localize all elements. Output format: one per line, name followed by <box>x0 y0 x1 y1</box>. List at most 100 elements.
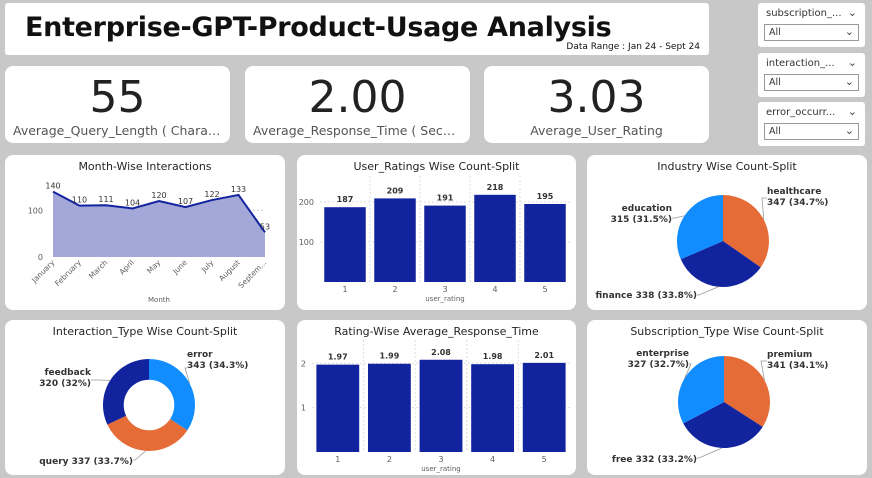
chart-rating-response-time: Rating-Wise Average_Response_Time 1 2 1.97… <box>297 320 576 475</box>
slice-value-label: 327 (32.7%) <box>628 360 689 370</box>
x-tick-label: Septem... <box>236 258 268 290</box>
chevron-down-icon[interactable]: ⌄ <box>847 6 857 19</box>
kpi-card-user-rating: 3.03 Average_User_Rating <box>484 66 709 143</box>
y-tick-label: 0 <box>38 253 43 262</box>
bar <box>471 364 515 452</box>
leader-line <box>760 360 767 381</box>
bar <box>324 207 366 282</box>
x-tick-label: 5 <box>542 285 547 294</box>
pie-slice-feedback <box>102 359 149 425</box>
slicer-label: subscription_... <box>766 8 842 19</box>
bar <box>522 362 566 452</box>
chevron-down-icon[interactable]: ⌄ <box>847 105 857 118</box>
slice-name-label: error <box>187 350 213 360</box>
pie-slice-error <box>149 359 195 431</box>
bar <box>474 194 516 282</box>
slice-name-label: healthcare <box>767 187 821 197</box>
slice-value-label: 320 (32%) <box>39 379 91 389</box>
slice-value-label: query 337 (33.7%) <box>39 457 133 467</box>
leader-line <box>697 447 723 459</box>
chart-title: Month-Wise Interactions <box>78 160 212 173</box>
slice-value-label: 341 (34.1%) <box>767 361 828 371</box>
data-label: 104 <box>125 198 140 207</box>
x-tick-label: June <box>170 258 189 277</box>
slice-name-label: premium <box>767 350 812 360</box>
x-tick-label: 1 <box>335 455 340 464</box>
chart-title: User_Ratings Wise Count-Split <box>353 160 520 173</box>
data-label: 133 <box>231 185 246 194</box>
bar <box>374 198 416 282</box>
pie-slice-premium <box>724 356 770 427</box>
slice-name-label: feedback <box>45 368 92 378</box>
data-label: 120 <box>151 191 166 200</box>
x-tick-label: 2 <box>387 455 392 464</box>
slicer-value: All <box>769 27 781 38</box>
chevron-down-icon[interactable]: ⌄ <box>844 25 854 38</box>
x-tick-label: February <box>53 258 83 288</box>
pie-slice-query <box>107 415 188 451</box>
kpi-value: 3.03 <box>547 72 646 123</box>
bar <box>316 364 360 452</box>
data-label: 1.98 <box>483 352 503 361</box>
x-tick-label: 3 <box>442 285 447 294</box>
kpi-label: Average_Response_Time ( Seconds ) <box>253 123 470 138</box>
area-line <box>52 190 266 233</box>
x-tick-label: August <box>217 258 242 283</box>
date-range-label: Data Range : Jan 24 - Sept 24 <box>566 42 700 52</box>
slicer-label: error_occurr... <box>766 107 836 118</box>
y-tick-label: 100 <box>299 238 314 247</box>
data-label: 1.99 <box>380 352 400 361</box>
data-label: 2.08 <box>431 348 451 357</box>
leader-line <box>684 363 692 379</box>
x-tick-label: April <box>117 258 135 276</box>
data-label: 122 <box>204 190 219 199</box>
slice-value-label: 315 (31.5%) <box>611 215 672 225</box>
x-axis-label: user_rating <box>425 295 465 303</box>
chart-title: Interaction_Type Wise Count-Split <box>52 325 238 338</box>
x-axis-label: Month <box>148 296 170 304</box>
slicer-error[interactable]: error_occurr... ⌄ All ⌄ <box>758 102 865 146</box>
chevron-down-icon[interactable]: ⌄ <box>844 124 854 137</box>
kpi-card-response-time: 2.00 Average_Response_Time ( Seconds ) <box>245 66 470 143</box>
bar-chart: 1 2 1.97 1 1.99 2 2.08 3 1.98 4 2.01 5 user_rating <box>301 340 570 473</box>
data-label: 209 <box>387 186 404 195</box>
slice-value-label: 347 (34.7%) <box>767 198 828 208</box>
chart-title: Rating-Wise Average_Response_Time <box>334 325 539 338</box>
slice-value-label: finance 338 (33.8%) <box>595 291 697 301</box>
data-label: 218 <box>487 183 504 192</box>
chevron-down-icon[interactable]: ⌄ <box>847 56 857 69</box>
kpi-label: Average_Query_Length ( Character... <box>13 123 230 138</box>
leader-line <box>184 367 190 384</box>
slicer-dropdown[interactable]: All ⌄ <box>764 24 859 41</box>
x-tick-label: 3 <box>438 455 443 464</box>
slice-value-label: free 332 (33.2%) <box>612 455 697 465</box>
pie-slice-healthcare <box>723 195 769 268</box>
leader-line <box>672 215 685 219</box>
slicer-interaction[interactable]: interaction_... ⌄ All ⌄ <box>758 53 865 97</box>
data-label: 2.01 <box>534 351 554 360</box>
slicer-dropdown[interactable]: All ⌄ <box>764 74 859 91</box>
data-label: 53 <box>260 222 270 231</box>
x-tick-label: May <box>145 258 163 276</box>
data-label: 187 <box>337 195 354 204</box>
data-label: 111 <box>98 195 113 204</box>
bar <box>419 359 463 452</box>
slicer-dropdown[interactable]: All ⌄ <box>764 123 859 140</box>
chevron-down-icon[interactable]: ⌄ <box>844 75 854 88</box>
slicer-subscription[interactable]: subscription_... ⌄ All ⌄ <box>758 3 865 47</box>
kpi-value: 55 <box>89 72 146 123</box>
leader-line <box>697 286 719 296</box>
x-tick-label: 1 <box>342 285 347 294</box>
y-tick-label: 2 <box>301 359 306 368</box>
x-tick-label: July <box>199 258 216 275</box>
leader-line <box>133 450 146 461</box>
slicer-value: All <box>769 77 781 88</box>
data-label: 191 <box>437 194 454 203</box>
slice-name-label: education <box>622 204 672 214</box>
y-tick-label: 1 <box>301 404 306 413</box>
pie-slice-finance <box>680 241 761 287</box>
x-tick-label: 4 <box>490 455 495 464</box>
